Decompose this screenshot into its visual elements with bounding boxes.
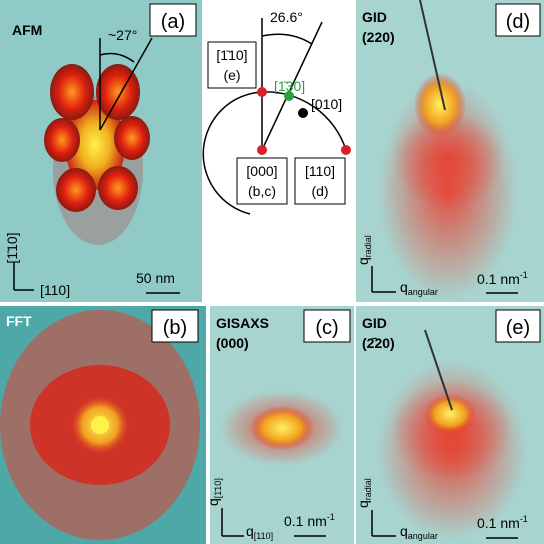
text-part: [110] [254, 531, 273, 541]
panel-c: GISAXS (000) (c) q[1̄10] q[110] 0.1 nm-1 [205, 306, 354, 544]
text-part: q [246, 523, 254, 539]
panel-b: FFT (b) [0, 306, 206, 544]
node-panel: (b,c) [248, 183, 276, 199]
node-panel: (d) [311, 183, 328, 199]
text-part: q [400, 279, 408, 295]
panel-title: (220) [362, 29, 395, 45]
panel-title: FFT [6, 313, 32, 329]
node-index: [000] [246, 163, 277, 179]
text-part: -1 [327, 512, 335, 522]
panel-label: (c) [315, 317, 338, 339]
node-panel: (e) [223, 67, 240, 83]
text-part: 0.1 nm [477, 515, 520, 531]
angle-label: ~27° [108, 27, 137, 43]
panel-label: (a) [161, 11, 185, 33]
axis-label: q[1̄10] [205, 478, 223, 506]
text-part: radial [363, 235, 373, 257]
text-part: radial [363, 478, 373, 500]
panel-title: (000) [216, 335, 249, 351]
text-part: 0.1 nm [284, 513, 327, 529]
text-part: 0.1 nm [477, 271, 520, 287]
panel-title: AFM [12, 22, 42, 38]
panel-label: (d) [506, 11, 530, 33]
text-part: angular [408, 287, 438, 297]
angle-label: 26.6° [270, 9, 303, 25]
text-part: -1 [520, 270, 528, 280]
diagram: 26.6° [1̄10] (e) [1̄30] [010] [000] (b,c… [203, 9, 351, 214]
panel-a: AFM (a) ~27° [1̄10] [110] 50 nm [0, 0, 202, 302]
panel-title: (2̄20) [362, 335, 395, 351]
node-index: [110] [305, 163, 335, 179]
figure: AFM (a) ~27° [1̄10] [110] 50 nm 26.6° [1… [0, 0, 544, 544]
panel-title: GID [362, 9, 387, 25]
node-index: [1̄30] [274, 78, 305, 94]
text-part: -1 [520, 514, 528, 524]
panel-title: GID [362, 315, 387, 331]
scale-label: 50 nm [136, 270, 175, 286]
node-index: [010] [311, 96, 342, 112]
axis-label: [1̄10] [4, 232, 20, 263]
panel-label: (e) [506, 317, 530, 339]
node-index: [1̄10] [216, 47, 247, 63]
panel-d: GID (220) (d) qradial qangular 0.1 nm-1 [355, 0, 544, 302]
text-part: [1̄10] [213, 478, 223, 498]
text-part: q [400, 523, 408, 539]
panel-e: GID (2̄20) (e) qradial qangular 0.1 nm-1 [355, 306, 544, 544]
text-part: angular [408, 531, 438, 541]
text-part: q [355, 500, 371, 508]
panel-label: (b) [163, 317, 187, 339]
axis-label: [110] [40, 282, 70, 298]
text-part: q [355, 257, 371, 265]
panel-title: GISAXS [216, 315, 269, 331]
text-part: q [205, 498, 221, 506]
